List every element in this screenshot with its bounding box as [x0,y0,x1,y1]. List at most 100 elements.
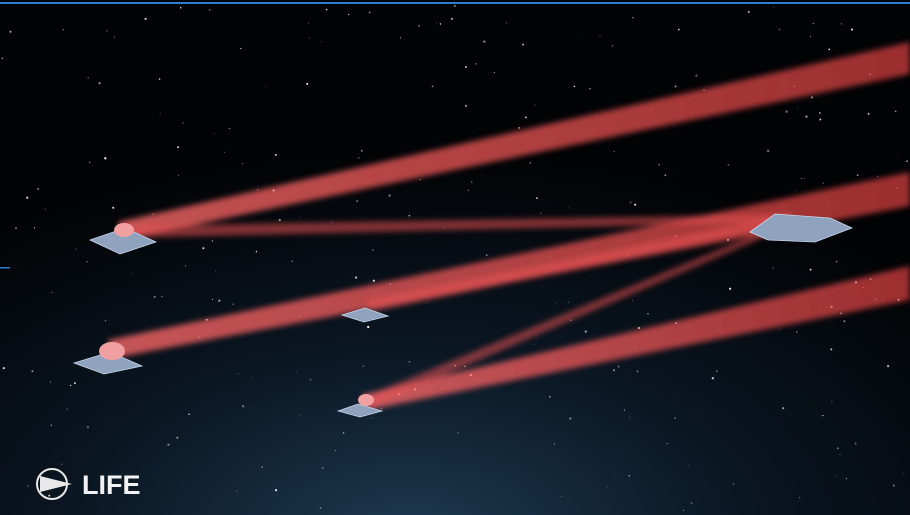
star [782,407,784,409]
star [440,23,441,24]
star [326,9,328,11]
star [785,110,787,112]
star [554,443,555,444]
star [279,219,281,221]
star [37,188,39,190]
star [779,329,780,330]
star [830,348,832,350]
star [63,29,64,30]
star [582,38,583,39]
star [388,194,390,196]
mirror [114,223,134,237]
star [618,366,620,368]
star [712,377,714,379]
star [229,128,230,129]
star [236,490,237,491]
star [629,417,630,418]
star [87,77,89,79]
star [678,29,680,31]
star [296,372,297,373]
star [897,155,898,156]
star [695,74,697,76]
star [674,417,675,418]
star [691,502,692,503]
star [851,28,853,30]
star [451,18,453,20]
star [149,266,150,267]
star [828,49,830,51]
star [61,464,62,465]
star [536,197,538,199]
star [358,157,360,159]
top-border [0,2,910,4]
star [823,183,824,184]
star [310,379,312,381]
star [306,83,308,85]
star [767,150,769,152]
star [52,292,53,293]
star [658,164,660,166]
star [716,370,717,371]
star [50,382,51,383]
star [185,265,186,266]
star [322,467,323,468]
star [819,119,821,121]
star [634,204,636,206]
star [632,300,633,301]
star [568,302,569,303]
star [299,414,300,415]
star [212,240,213,241]
star [615,474,616,475]
star [114,37,115,38]
star [855,443,857,445]
star [797,107,798,108]
star [683,510,684,511]
star [801,178,802,179]
star [636,370,638,372]
star [664,174,666,176]
star [822,415,823,416]
star [811,96,812,97]
star [839,454,840,455]
star [589,88,590,89]
star [381,408,382,409]
star [10,31,12,33]
star [89,162,90,163]
star [843,320,845,322]
star [212,299,213,300]
star [177,146,179,148]
scene: LIFE [0,0,910,515]
star [471,181,472,182]
star [585,330,587,332]
star [420,179,421,180]
star [51,425,52,426]
star [369,12,371,14]
star [475,63,476,64]
star [256,251,257,252]
star [99,82,101,84]
star [624,410,625,411]
star [180,7,182,9]
star [607,487,608,488]
star [638,327,640,329]
star [292,261,293,262]
star [154,296,156,298]
star [612,45,614,47]
star [275,489,277,491]
star [468,190,469,191]
mirror [358,394,374,406]
star [561,496,562,497]
star [552,284,553,285]
star [831,401,832,402]
star [836,261,838,263]
star [494,72,495,73]
star [409,361,411,363]
star [796,331,797,332]
star [857,174,859,176]
star [240,48,242,50]
star [614,151,615,152]
star [257,189,258,190]
star [841,23,842,24]
star [320,507,322,509]
star [893,484,895,486]
